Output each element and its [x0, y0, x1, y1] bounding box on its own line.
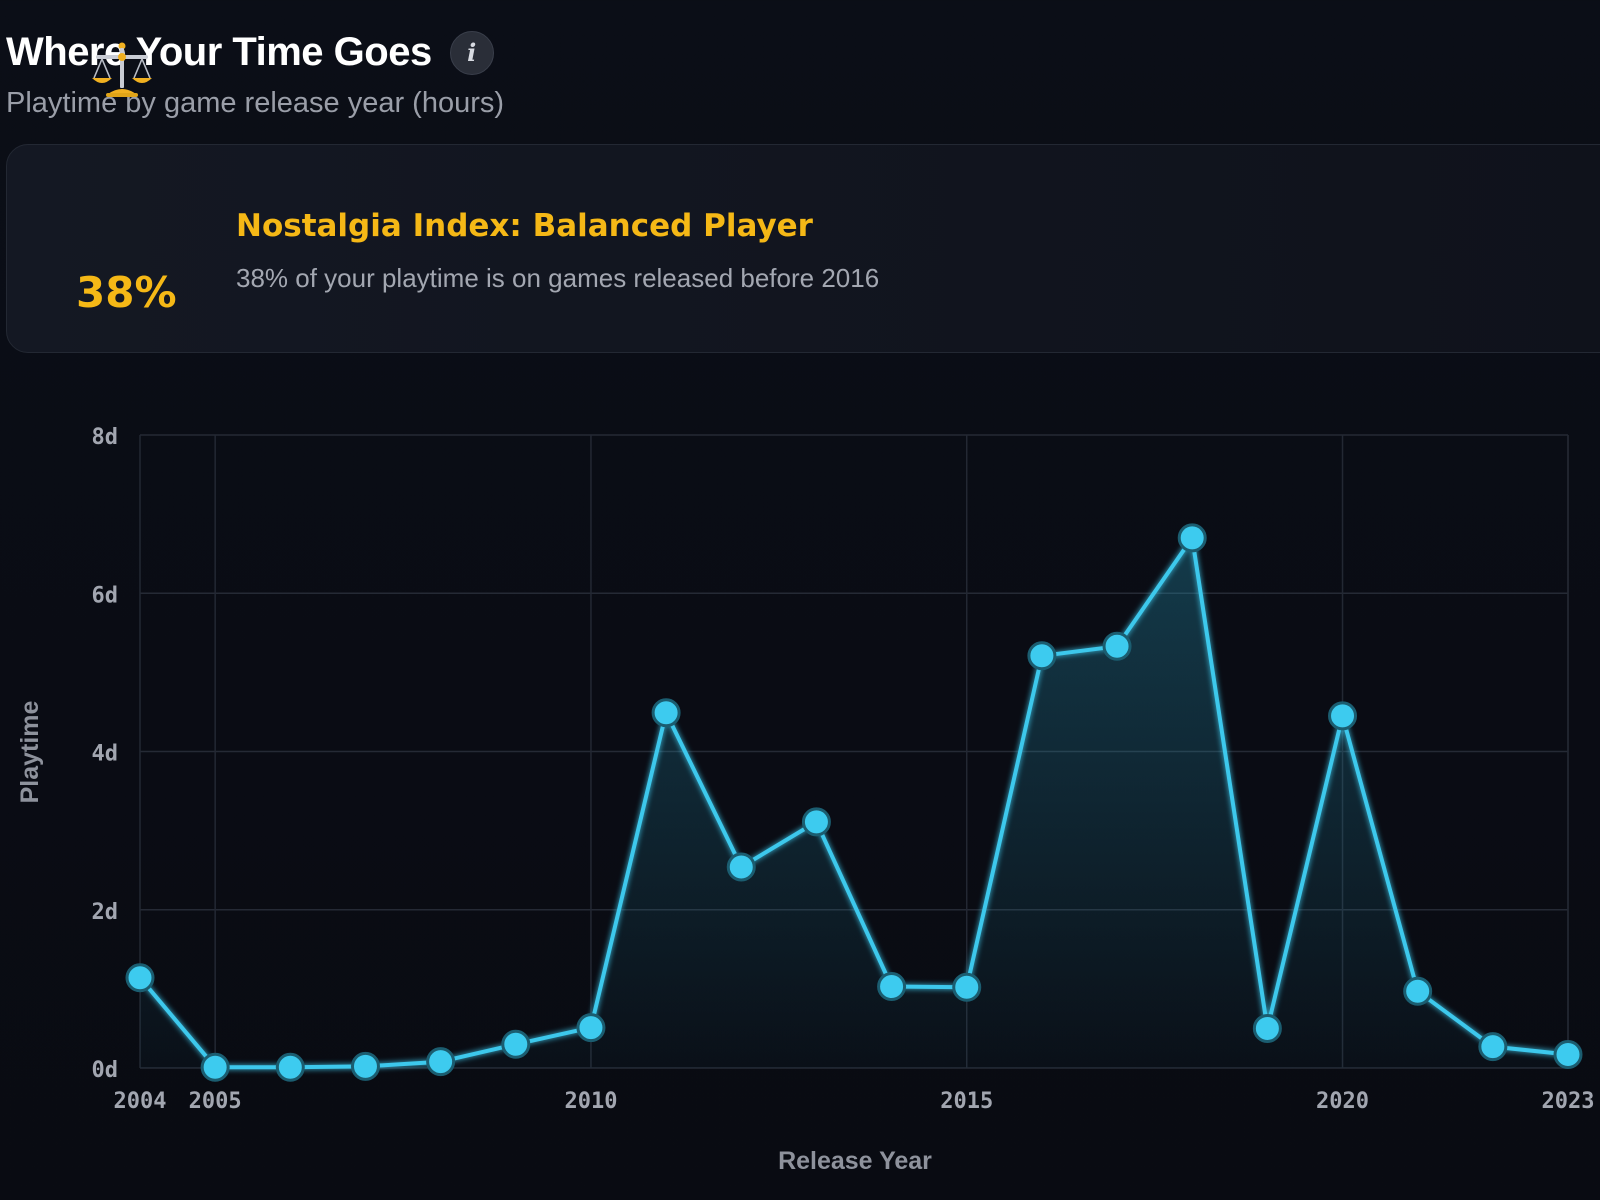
- data-point-2011[interactable]: [651, 698, 681, 728]
- data-point-2005[interactable]: [200, 1052, 230, 1082]
- data-point-2013[interactable]: [801, 807, 831, 837]
- y-axis-label: Playtime: [16, 700, 44, 803]
- data-point-2014[interactable]: [877, 972, 907, 1002]
- data-point-2015[interactable]: [952, 972, 982, 1002]
- y-tick-label: 8d: [92, 425, 119, 450]
- info-icon[interactable]: i: [449, 30, 494, 75]
- data-point-2019[interactable]: [1252, 1013, 1282, 1043]
- data-point-2016[interactable]: [1027, 641, 1057, 671]
- data-point-2008[interactable]: [426, 1047, 456, 1077]
- data-point-2021[interactable]: [1403, 976, 1433, 1006]
- chart-ticks: 0d 2d 4d 6d 8d 2004 2005 2010 2015 2020 2023: [92, 425, 1595, 1114]
- x-tick-label: 2020: [1316, 1089, 1369, 1114]
- x-axis-label: Release Year: [778, 1147, 932, 1175]
- data-point-2004[interactable]: [125, 963, 155, 993]
- chart-area: [140, 537, 1568, 1068]
- page-title: Where Your Time Goes: [6, 30, 432, 74]
- nostalgia-percent: 38%: [76, 268, 177, 317]
- y-tick-label: 2d: [92, 900, 119, 925]
- x-tick-label: 2015: [940, 1089, 993, 1114]
- data-point-2023[interactable]: [1553, 1040, 1583, 1070]
- data-point-2020[interactable]: [1328, 701, 1358, 731]
- balance-scale-icon: [92, 42, 152, 97]
- x-tick-label: 2010: [564, 1089, 617, 1114]
- data-point-2022[interactable]: [1478, 1032, 1508, 1062]
- x-tick-label: 2023: [1542, 1089, 1595, 1114]
- data-point-2012[interactable]: [726, 852, 756, 882]
- x-tick-label: 2004: [114, 1089, 167, 1114]
- y-tick-label: 0d: [92, 1058, 119, 1083]
- header: Where Your Time Goes i Playtime by game …: [6, 30, 504, 120]
- data-point-2009[interactable]: [501, 1029, 531, 1059]
- nostalgia-card: [6, 144, 1600, 353]
- y-tick-label: 6d: [92, 583, 119, 608]
- data-point-2010[interactable]: [576, 1013, 606, 1043]
- chart-points: [125, 523, 1583, 1082]
- data-point-2018[interactable]: [1177, 523, 1207, 553]
- nostalgia-description: 38% of your playtime is on games release…: [236, 263, 880, 293]
- nostalgia-title: Nostalgia Index: Balanced Player: [236, 208, 813, 244]
- data-point-2006[interactable]: [275, 1052, 305, 1082]
- data-point-2017[interactable]: [1102, 631, 1132, 661]
- title-row: Where Your Time Goes i: [6, 30, 504, 75]
- data-point-2007[interactable]: [350, 1051, 380, 1081]
- x-tick-label: 2005: [189, 1089, 242, 1114]
- page-subtitle: Playtime by game release year (hours): [6, 87, 505, 119]
- y-tick-label: 4d: [92, 742, 119, 767]
- area-fill: [140, 537, 1568, 1068]
